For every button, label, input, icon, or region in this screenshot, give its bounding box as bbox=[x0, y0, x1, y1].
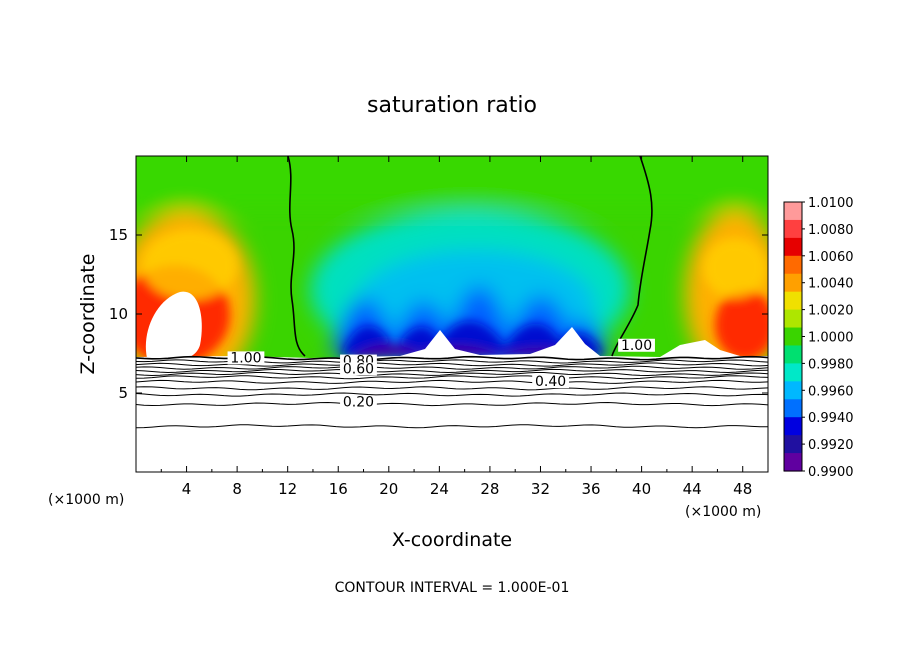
colorbar-label: 0.9920 bbox=[808, 438, 854, 453]
y-tick-label: 15 bbox=[109, 226, 128, 244]
colorbar-label: 1.0020 bbox=[808, 304, 854, 319]
x-tick-label: 44 bbox=[683, 480, 702, 498]
contour-line-1-00-right bbox=[611, 156, 653, 357]
colorbar-swatch bbox=[784, 219, 802, 239]
colorbar-swatch bbox=[784, 237, 802, 257]
contour-line-1-00-left bbox=[287, 156, 306, 357]
y-tick-label: 10 bbox=[109, 305, 128, 323]
colorbar-swatch bbox=[784, 327, 802, 347]
contour-line bbox=[136, 365, 768, 370]
y-axis-label: Z-coordinate bbox=[77, 254, 99, 375]
chart-title: saturation ratio bbox=[367, 93, 537, 118]
colorbar-swatch bbox=[784, 435, 802, 454]
contour-label-bg bbox=[340, 362, 377, 376]
colorbar-label: 0.9940 bbox=[808, 411, 854, 426]
contour-line bbox=[136, 424, 768, 429]
contour-line bbox=[136, 362, 768, 367]
x-tick-label: 32 bbox=[531, 480, 550, 498]
upper-green-band bbox=[136, 156, 768, 210]
contour-line bbox=[136, 371, 768, 376]
colorbar-swatch bbox=[784, 291, 802, 311]
contour-line bbox=[136, 392, 768, 397]
contour-line bbox=[136, 379, 768, 384]
colorbar-swatch bbox=[784, 273, 802, 293]
contour-label: 0.60 bbox=[343, 361, 374, 377]
colorbar-label: 1.0040 bbox=[808, 277, 854, 292]
colorbar-label: 0.9980 bbox=[808, 357, 854, 372]
contour-label: 0.40 bbox=[535, 374, 566, 390]
x-axis-label: X-coordinate bbox=[392, 529, 512, 551]
contour-line bbox=[136, 386, 768, 391]
contour-label-bg bbox=[340, 395, 377, 409]
contour-line bbox=[136, 368, 768, 373]
contour-label: 1.00 bbox=[230, 350, 261, 366]
x-tick-label: 28 bbox=[480, 480, 499, 498]
x-tick-label: 8 bbox=[232, 480, 242, 498]
x-tick-label: 40 bbox=[632, 480, 651, 498]
x-axis-ticks: 4 8 12 16 20 24 28 32 36 40 44 48 bbox=[160, 156, 752, 498]
left-yellow-arc bbox=[142, 230, 238, 300]
x-tick-label: 24 bbox=[430, 480, 449, 498]
left-unsaturated-pocket bbox=[145, 291, 202, 364]
y-tick-label: 5 bbox=[118, 384, 128, 402]
x-tick-label: 20 bbox=[379, 480, 398, 498]
colorbar-swatch bbox=[784, 255, 802, 275]
contour-label-bg bbox=[618, 338, 655, 352]
contour-interval-note: CONTOUR INTERVAL = 1.000E-01 bbox=[335, 580, 570, 596]
colorbar: 1.0100 1.0080 1.0060 1.0040 1.0020 1.0000 0.99… bbox=[783, 196, 854, 480]
colorbar-swatch bbox=[784, 363, 802, 382]
x-tick-label: 16 bbox=[329, 480, 348, 498]
colorbar-swatch bbox=[784, 453, 802, 472]
colorbar-swatch bbox=[784, 309, 802, 329]
colorbar-label: 1.0000 bbox=[808, 331, 854, 346]
right-red-core bbox=[715, 290, 768, 360]
contour-labels: 1.00 0.800.600.400.201.00 bbox=[227, 338, 655, 411]
x-tick-label: 48 bbox=[733, 480, 752, 498]
contour-line bbox=[136, 375, 768, 380]
colorbar-swatch bbox=[784, 345, 802, 364]
y-axis-ticks: 5 10 15 bbox=[109, 226, 768, 402]
contour-label-bg bbox=[227, 351, 265, 365]
plot-area bbox=[136, 156, 768, 472]
colorbar-swatch bbox=[784, 202, 802, 221]
x-tick-label: 4 bbox=[182, 480, 192, 498]
x-tick-label: 12 bbox=[278, 480, 297, 498]
colorbar-label: 1.0080 bbox=[808, 223, 854, 238]
colorbar-label: 0.9900 bbox=[808, 465, 854, 480]
contour-label: 0.20 bbox=[343, 395, 374, 411]
right-yellow-arc bbox=[703, 238, 767, 298]
contour-label-bg bbox=[532, 375, 569, 389]
x-unit-right: (×1000 m) bbox=[685, 504, 761, 520]
x-tick-label: 36 bbox=[581, 480, 600, 498]
x-unit-left: (×1000 m) bbox=[48, 492, 124, 508]
contour-line bbox=[136, 401, 768, 407]
lower-unsaturated-layer bbox=[136, 327, 768, 472]
colorbar-label: 1.0060 bbox=[808, 250, 854, 265]
colorbar-label: 1.0100 bbox=[808, 196, 854, 211]
colorbar-swatch bbox=[784, 399, 802, 418]
contour-label: 1.00 bbox=[621, 338, 652, 354]
colorbar-label: 0.9960 bbox=[808, 384, 854, 399]
colorbar-swatch bbox=[784, 381, 802, 400]
colorbar-swatch bbox=[784, 417, 802, 436]
